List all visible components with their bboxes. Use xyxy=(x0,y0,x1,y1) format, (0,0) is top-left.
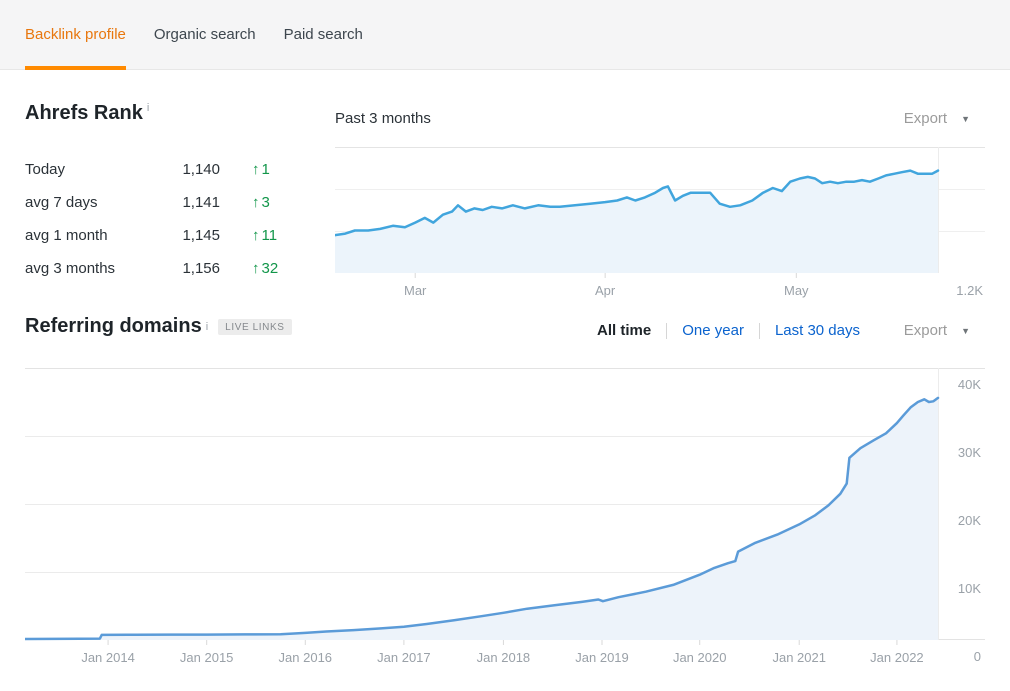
svg-text:Jan 2015: Jan 2015 xyxy=(180,650,234,665)
svg-text:Jan 2018: Jan 2018 xyxy=(477,650,531,665)
filter-divider xyxy=(758,322,760,339)
domains-export-button[interactable]: Export ▼ xyxy=(904,322,970,339)
stat-delta-value: 1 xyxy=(261,161,270,178)
filter-divider xyxy=(666,322,668,339)
rank-stat-row-3-months: avg 3 months 1,156 ↑ 32 xyxy=(25,252,325,285)
up-arrow-icon: ↑ xyxy=(252,260,260,277)
stat-label: avg 1 month xyxy=(25,227,108,244)
filter-last-30-days[interactable]: Last 30 days xyxy=(774,322,860,339)
rank-stat-row-today: Today 1,140 ↑ 1 xyxy=(25,153,325,186)
info-icon[interactable]: i xyxy=(205,320,209,333)
tab-bar: Backlink profile Organic search Paid sea… xyxy=(0,0,1010,70)
stat-value: 1,145 xyxy=(182,227,220,244)
filter-one-year[interactable]: One year xyxy=(682,322,744,339)
up-arrow-icon: ↑ xyxy=(252,227,260,244)
stat-delta: ↑ 32 xyxy=(252,260,278,277)
filter-all-time[interactable]: All time xyxy=(597,322,652,339)
stat-label: avg 7 days xyxy=(25,194,98,211)
stat-value: 1,140 xyxy=(182,161,220,178)
stat-delta: ↑ 1 xyxy=(252,161,270,178)
svg-text:0: 0 xyxy=(974,649,981,664)
export-label: Export xyxy=(903,322,948,339)
svg-text:Jan 2014: Jan 2014 xyxy=(81,650,135,665)
stat-delta-value: 3 xyxy=(261,194,270,211)
up-arrow-icon: ↑ xyxy=(252,194,260,211)
svg-text:Jan 2017: Jan 2017 xyxy=(377,650,431,665)
info-icon[interactable]: i xyxy=(146,102,150,115)
stat-delta-value: 32 xyxy=(261,260,279,277)
export-label: Export xyxy=(903,110,948,127)
referring-domains-title-text: Referring domains xyxy=(25,315,202,337)
stat-delta: ↑ 3 xyxy=(252,194,270,211)
svg-text:40K: 40K xyxy=(958,377,981,392)
ahrefs-rank-title: Ahrefs Rank i xyxy=(25,102,149,125)
svg-text:Jan 2022: Jan 2022 xyxy=(870,650,924,665)
stat-label: avg 3 months xyxy=(25,260,116,277)
time-range-filters: All time One year Last 30 days xyxy=(597,322,860,339)
ahrefs-rank-title-text: Ahrefs Rank xyxy=(25,102,143,124)
rank-export-button[interactable]: Export ▼ xyxy=(904,110,970,127)
up-arrow-icon: ↑ xyxy=(252,161,260,178)
stat-value: 1,156 xyxy=(182,260,220,277)
svg-text:Jan 2020: Jan 2020 xyxy=(673,650,727,665)
referring-domains-chart[interactable]: 40K 30K 20K 10K 0 Jan 2014 Jan 2015 Jan 2016 Jan… xyxy=(25,368,985,668)
svg-text:Mar: Mar xyxy=(404,283,427,298)
caret-down-icon: ▼ xyxy=(961,113,970,124)
ahrefs-rank-chart[interactable]: Mar Apr May 1.2K xyxy=(335,147,985,299)
rank-stat-row-7-days: avg 7 days 1,141 ↑ 3 xyxy=(25,186,325,219)
stat-delta-value: 11 xyxy=(261,227,278,244)
live-links-badge: LIVE LINKS xyxy=(218,318,292,335)
referring-domains-title: Referring domains i LIVE LINKS xyxy=(25,315,292,338)
stat-value: 1,141 xyxy=(182,194,220,211)
svg-text:10K: 10K xyxy=(958,581,981,596)
tab-backlink-profile[interactable]: Backlink profile xyxy=(25,0,126,70)
stat-label: Today xyxy=(25,161,66,178)
stat-delta: ↑ 11 xyxy=(252,227,277,244)
svg-text:May: May xyxy=(784,283,809,298)
ahrefs-rank-stats: Today 1,140 ↑ 1 avg 7 days 1,141 ↑ 3 avg 1… xyxy=(25,153,325,285)
svg-text:20K: 20K xyxy=(958,513,981,528)
rank-chart-title: Past 3 months xyxy=(335,110,431,127)
svg-text:30K: 30K xyxy=(958,445,981,460)
rank-stat-row-1-month: avg 1 month 1,145 ↑ 11 xyxy=(25,219,325,252)
tab-organic-search[interactable]: Organic search xyxy=(153,26,256,43)
caret-down-icon: ▼ xyxy=(961,325,970,336)
svg-text:Jan 2016: Jan 2016 xyxy=(279,650,333,665)
svg-text:Jan 2021: Jan 2021 xyxy=(772,650,826,665)
tab-paid-search[interactable]: Paid search xyxy=(283,26,363,43)
svg-text:1.2K: 1.2K xyxy=(956,283,983,298)
svg-text:Apr: Apr xyxy=(595,283,616,298)
svg-text:Jan 2019: Jan 2019 xyxy=(575,650,629,665)
